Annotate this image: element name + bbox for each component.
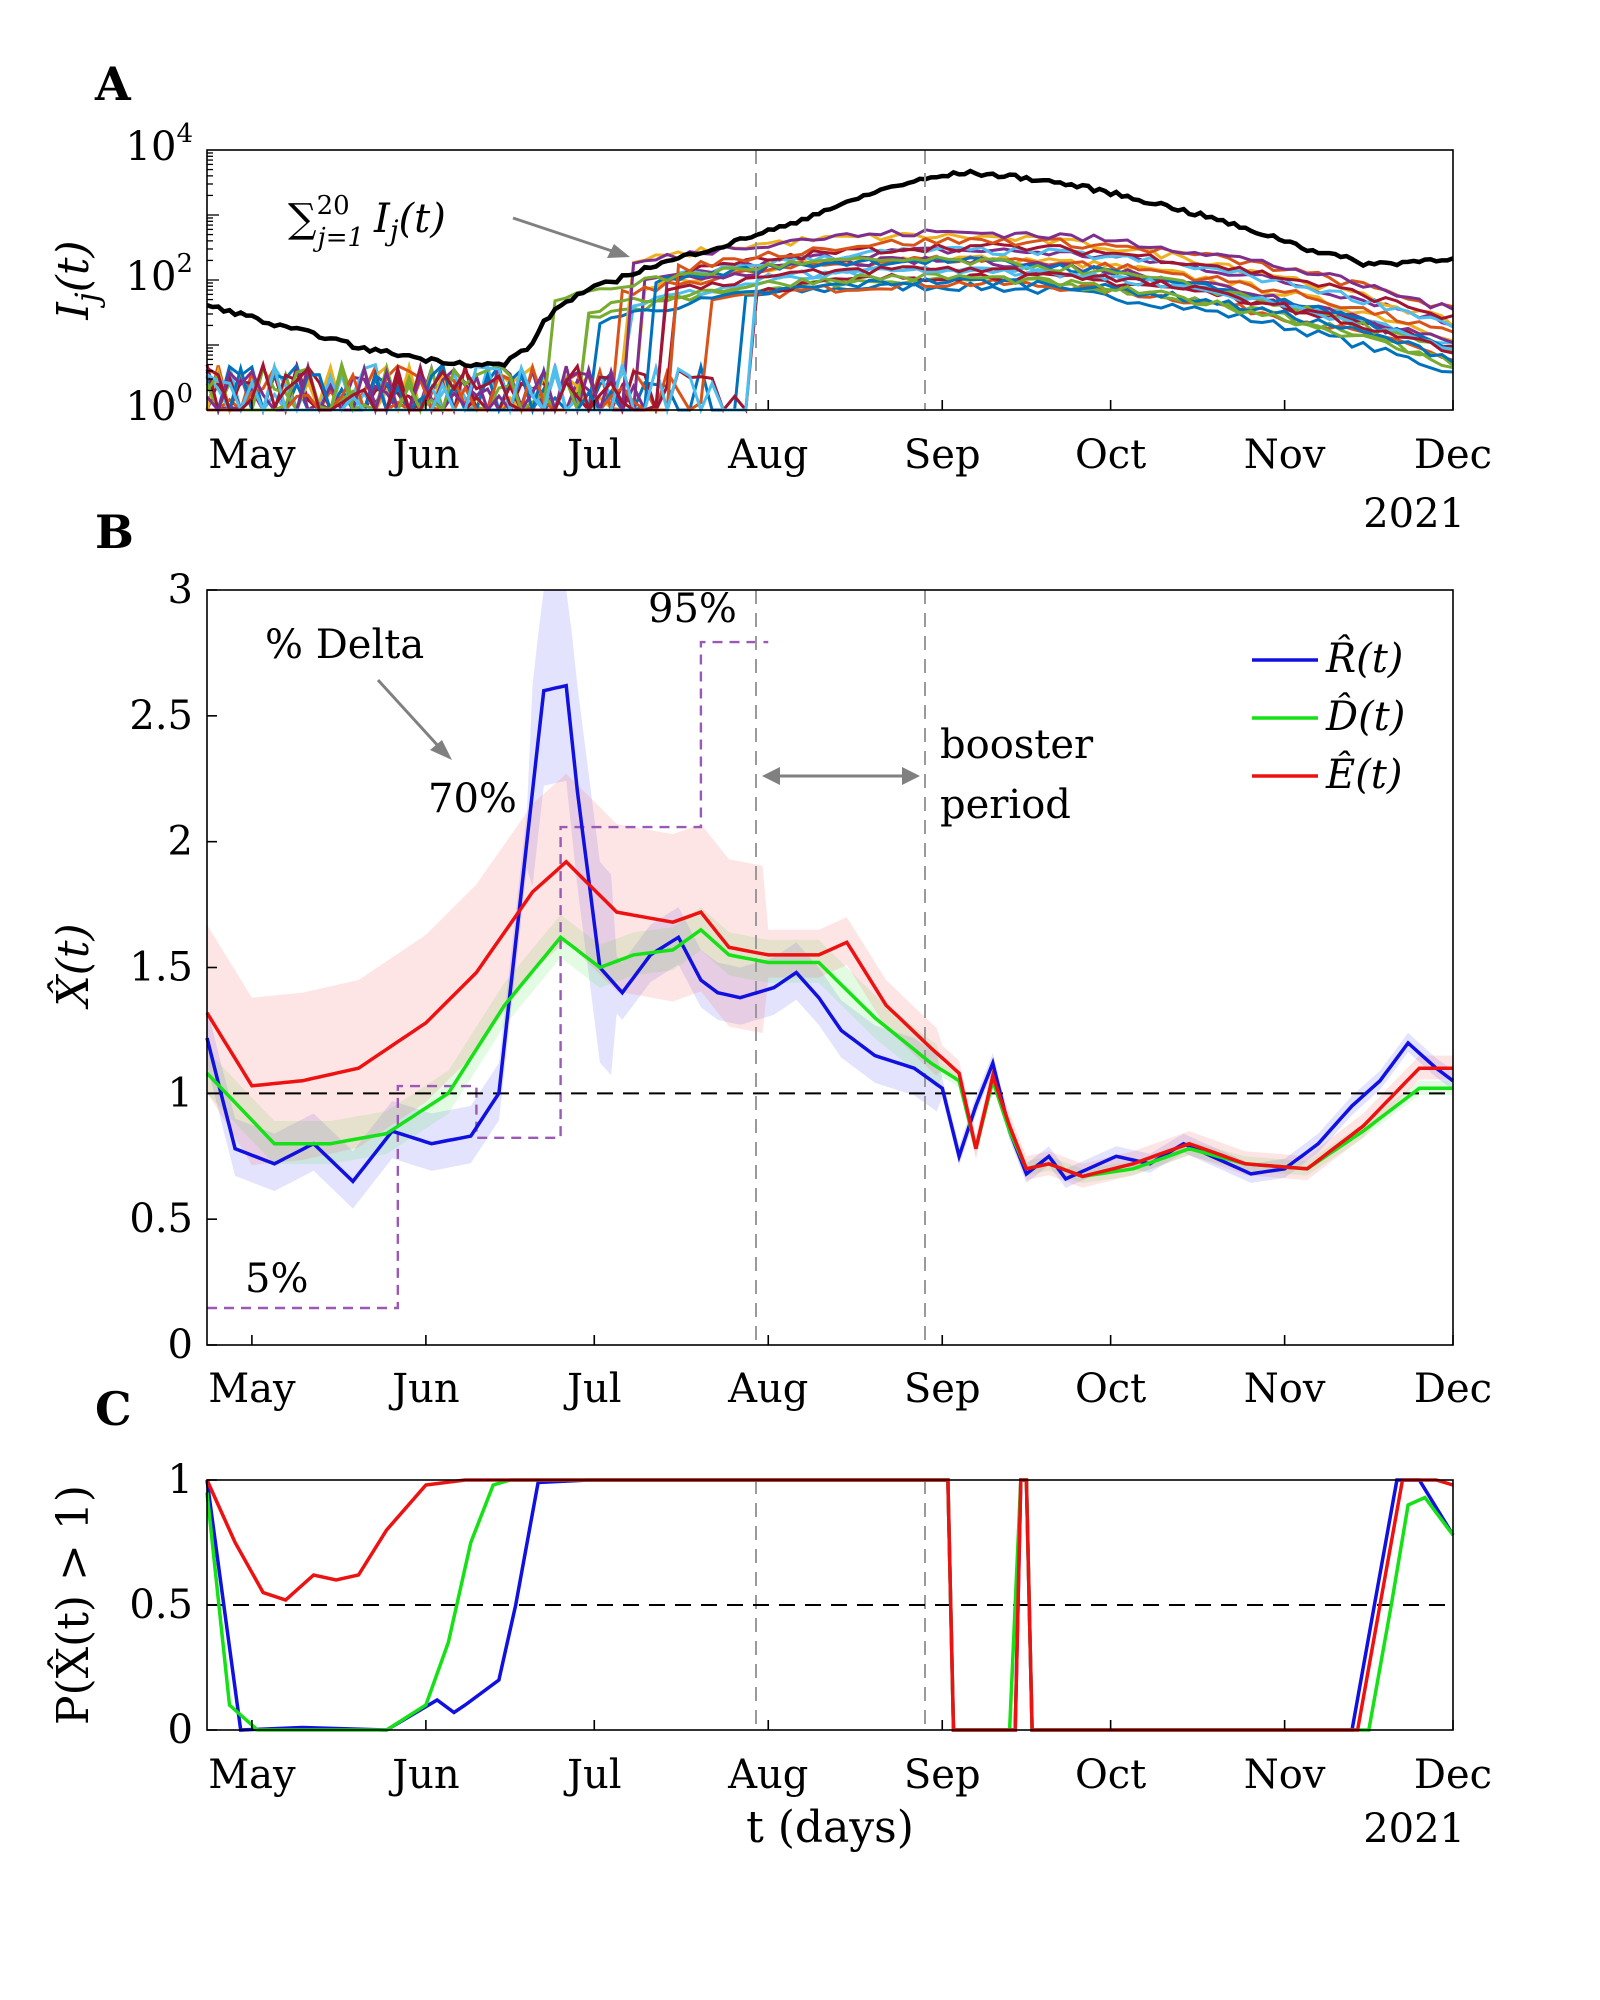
panel-a-series <box>205 168 1455 416</box>
panel-a-x-ticks: May Jun Jul Aug Sep Oct Nov Dec <box>208 400 1492 478</box>
band-d <box>207 907 1453 1184</box>
delta-5-label: 5% <box>245 1256 308 1302</box>
delta-arrow-head <box>430 740 452 760</box>
booster-label-line2: period <box>940 782 1071 828</box>
y-tick-label: 104 <box>126 119 193 170</box>
band-r <box>207 590 1453 1209</box>
regional-series-line <box>205 255 1454 413</box>
x-tick-label-dec: Dec <box>1414 1366 1492 1412</box>
band-e <box>207 773 1453 1188</box>
x-tick-label-nov: Nov <box>1244 432 1326 478</box>
x-tick-label-jul: Jul <box>563 1366 622 1412</box>
sum-label: ∑20 j=1 Ij(t) <box>288 191 446 253</box>
y-tick-label: 0 <box>168 1707 193 1753</box>
y-tick-label: 1 <box>168 1070 193 1116</box>
delta-arrow <box>376 678 442 750</box>
panel-b-y-label: X̂(t) <box>46 923 99 1009</box>
booster-label-line1: booster <box>940 722 1094 768</box>
panel-c-x-label: t (days) <box>746 1802 914 1853</box>
y-tick-label: 0 <box>168 1322 193 1368</box>
total-infections-line <box>206 168 1454 369</box>
panel-a-sum-annotation: ∑20 j=1 Ij(t) <box>288 191 630 258</box>
y-tick-label: 1.5 <box>129 945 193 991</box>
panel-c-y-label: P(X̂(t) > 1) <box>46 1485 99 1725</box>
panel-a-y-ticks: 100 102 104 <box>126 119 219 430</box>
y-tick-label: 0.5 <box>129 1582 193 1628</box>
x-tick-label-oct: Oct <box>1075 1752 1146 1798</box>
x-tick-label-jul: Jul <box>563 432 622 478</box>
panel-b: 0 0.5 1 1.5 2 2.5 3 May Jun Jul Aug Sep Oct Nov Dec X… <box>46 567 1492 1412</box>
sum-arrow-head <box>607 244 630 258</box>
delta-95-label: 95% <box>648 586 737 632</box>
panel-b-x-ticks: May Jun Jul Aug Sep Oct Nov Dec <box>208 1335 1492 1412</box>
regional-series-line <box>205 276 1454 416</box>
booster-arrow-right-head <box>902 767 920 785</box>
y-tick-label: 3 <box>168 567 193 613</box>
series-line-r <box>205 683 1455 1185</box>
panel-c-x-ticks: May Jun Jul Aug Sep Oct Nov Dec <box>208 1720 1492 1798</box>
x-tick-label-jul: Jul <box>563 1752 622 1798</box>
delta-share-step-line <box>207 640 769 1310</box>
x-tick-label-nov: Nov <box>1244 1366 1326 1412</box>
x-tick-label-jun: Jun <box>388 1366 460 1412</box>
x-tick-label-may: May <box>208 1752 296 1798</box>
panel-b-credible-bands <box>207 590 1453 1209</box>
panel-b-legend: R̂(t) D̂(t) Ê(t) <box>1252 636 1405 798</box>
x-tick-label-sep: Sep <box>904 432 981 478</box>
panel-c-year-label: 2021 <box>1363 1806 1465 1852</box>
booster-annotation: booster period <box>762 722 1094 828</box>
x-tick-label-oct: Oct <box>1075 1366 1146 1412</box>
x-tick-label-jun: Jun <box>388 432 460 478</box>
x-tick-label-aug: Aug <box>727 432 808 478</box>
panel-b-series <box>205 683 1455 1185</box>
panel-letter-c: C <box>95 1382 132 1436</box>
y-tick-label: 2.5 <box>129 693 193 739</box>
y-tick-label: 2 <box>168 819 193 865</box>
booster-arrow-left-head <box>762 767 780 785</box>
x-tick-label-sep: Sep <box>904 1752 981 1798</box>
panel-b-y-ticks: 0 0.5 1 1.5 2 2.5 3 <box>129 567 217 1368</box>
legend-label-e: Ê(t) <box>1325 751 1402 798</box>
x-tick-label-oct: Oct <box>1075 432 1146 478</box>
y-tick-label: 100 <box>126 379 193 430</box>
x-tick-label-may: May <box>208 432 296 478</box>
regional-series-line <box>205 228 1454 416</box>
y-tick-label: 0.5 <box>129 1196 193 1242</box>
panel-c: 00.51 May Jun Jul Aug Sep Oct Nov Dec P(X̂(t) >… <box>46 1457 1492 1853</box>
regional-series-line <box>205 241 1454 416</box>
panel-letter-b: B <box>95 505 134 559</box>
panel-a-year-label: 2021 <box>1363 491 1465 537</box>
panel-c-y-ticks: 00.51 <box>129 1457 217 1753</box>
legend-label-d: D̂(t) <box>1325 694 1405 740</box>
x-tick-label-aug: Aug <box>727 1366 808 1412</box>
panel-letter-a: A <box>94 57 132 111</box>
x-tick-label-dec: Dec <box>1414 432 1492 478</box>
delta-title: % Delta <box>265 622 424 668</box>
y-tick-label: 1 <box>168 1457 193 1503</box>
x-tick-label-nov: Nov <box>1244 1752 1326 1798</box>
panel-a: 100 102 104 May Jun Jul Aug Sep Oct Nov Dec Ij(t)… <box>48 119 1492 537</box>
y-tick-label: 102 <box>126 249 193 300</box>
series-line-e <box>205 859 1453 1179</box>
delta-70-label: 70% <box>428 776 517 822</box>
x-tick-label-aug: Aug <box>727 1752 808 1798</box>
x-tick-label-sep: Sep <box>904 1366 981 1412</box>
x-tick-label-may: May <box>208 1366 296 1412</box>
x-tick-label-dec: Dec <box>1414 1752 1492 1798</box>
panel-a-y-label: Ij(t) <box>48 240 106 320</box>
sum-arrow <box>512 216 616 254</box>
legend-label-r: R̂(t) <box>1325 636 1403 682</box>
x-tick-label-jun: Jun <box>388 1752 460 1798</box>
